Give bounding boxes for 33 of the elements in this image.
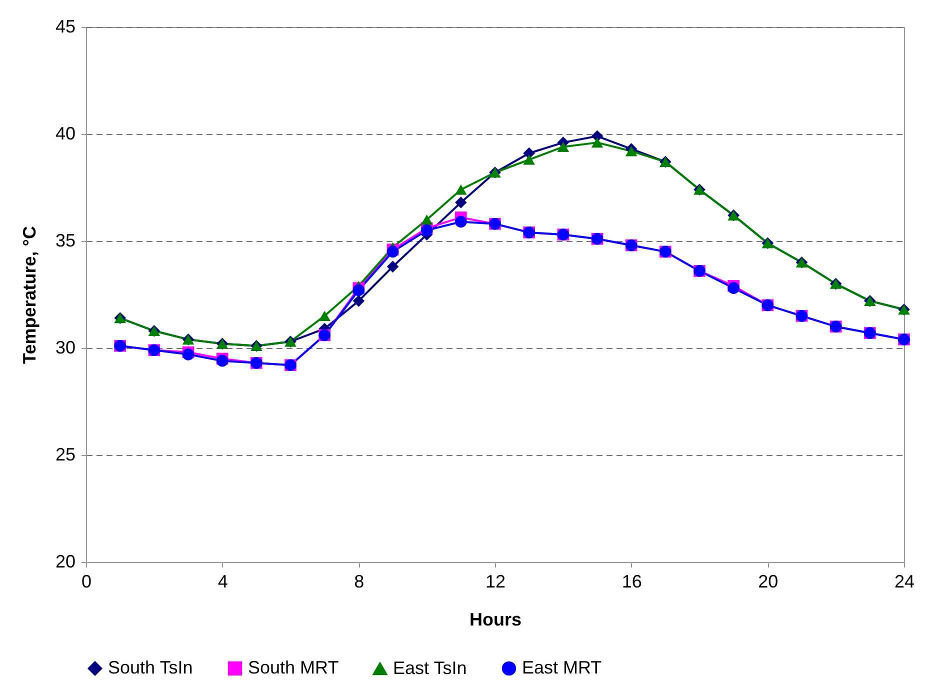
point [523,154,535,165]
y-tick-label: 40 [55,124,76,144]
y-tick-label: 20 [55,552,76,572]
point [386,246,399,258]
point [455,196,467,208]
y-axis-title: Temperature, °C [19,226,40,364]
legend-label: East TsIn [393,658,467,678]
x-tick-label: 4 [218,572,228,592]
x-axis-title: Hours [469,610,522,630]
y-tick-label: 25 [55,444,76,464]
legend-label: East MRT [522,657,602,678]
legend-label: South MRT [248,657,339,678]
legend-label: South TsIn [108,657,193,678]
point [455,184,467,195]
point [455,216,467,228]
x-tick-label: 24 [894,572,915,592]
point [386,260,399,273]
x-tick-label: 20 [758,572,778,592]
point [557,142,570,152]
point [420,214,433,225]
x-tick-label: 12 [485,572,506,592]
y-tick-label: 35 [55,230,76,250]
x-tick-label: 8 [354,572,364,592]
point [318,310,330,322]
point [591,137,604,148]
point [352,284,365,296]
point [625,146,638,156]
point [352,295,365,307]
y-tick-label: 30 [55,338,76,358]
point [182,348,194,360]
y-tick-label: 45 [55,16,76,36]
x-tick-label: 0 [81,572,92,592]
x-tick-label: 16 [622,572,642,592]
